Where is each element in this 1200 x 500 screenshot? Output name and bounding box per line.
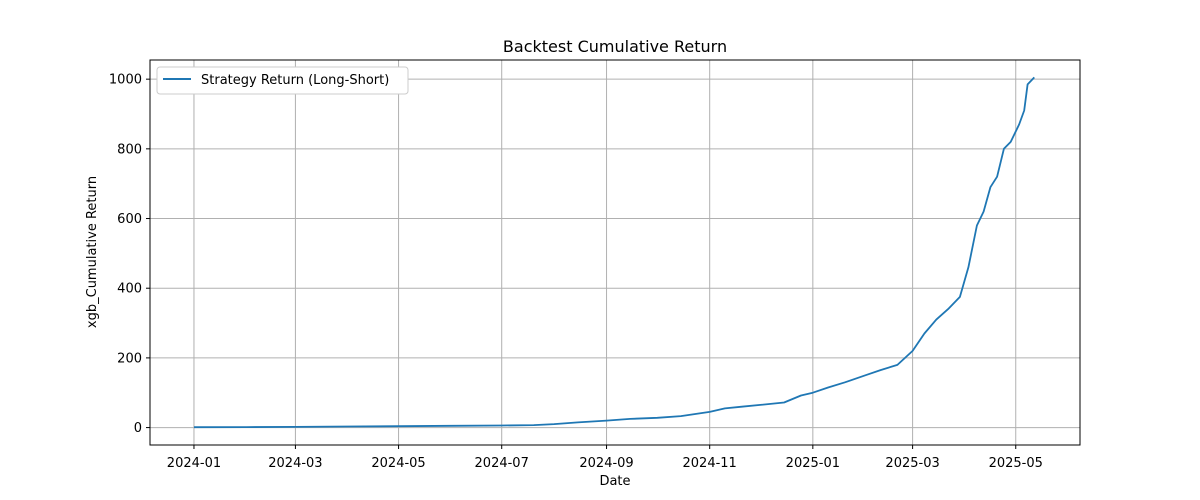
plot-background [150, 60, 1080, 445]
series-line [193, 76, 1035, 429]
y-axis-ticks: 0 200 400 600 800 1000 [109, 73, 150, 436]
grid [150, 60, 1080, 445]
x-tick-label: 2024-11 [683, 456, 737, 471]
plot-frame [149, 59, 1081, 446]
x-tick-label: 2025-03 [885, 456, 939, 471]
x-axis-title: Date [599, 474, 630, 489]
x-tick-label: 2024-09 [579, 456, 633, 471]
y-tick-label: 400 [117, 282, 142, 297]
legend-box [156, 66, 409, 95]
x-tick-label: 2024-05 [371, 456, 425, 471]
series-layer [193, 76, 1035, 429]
y-tick-label: 800 [117, 142, 142, 157]
x-tick-label: 2024-01 [167, 456, 221, 471]
x-tick-label: 2025-01 [786, 456, 840, 471]
legend-label: Strategy Return (Long-Short) [201, 73, 389, 88]
chart-title: Backtest Cumulative Return [503, 37, 727, 56]
x-tick-label: 2024-03 [268, 456, 322, 471]
x-tick-label: 2025-05 [989, 456, 1043, 471]
y-axis-title: xgb_Cumulative Return [85, 176, 100, 328]
x-axis-ticks: 2024-01 2024-03 2024-05 2024-07 2024-09 2024-… [167, 445, 1043, 471]
y-tick-label: 200 [117, 351, 142, 366]
x-tick-label: 2024-07 [475, 456, 529, 471]
y-tick-label: 0 [134, 421, 142, 436]
y-tick-label: 600 [117, 212, 142, 227]
y-tick-label: 1000 [109, 73, 142, 88]
legend: Strategy Return (Long-Short) [156, 66, 409, 95]
